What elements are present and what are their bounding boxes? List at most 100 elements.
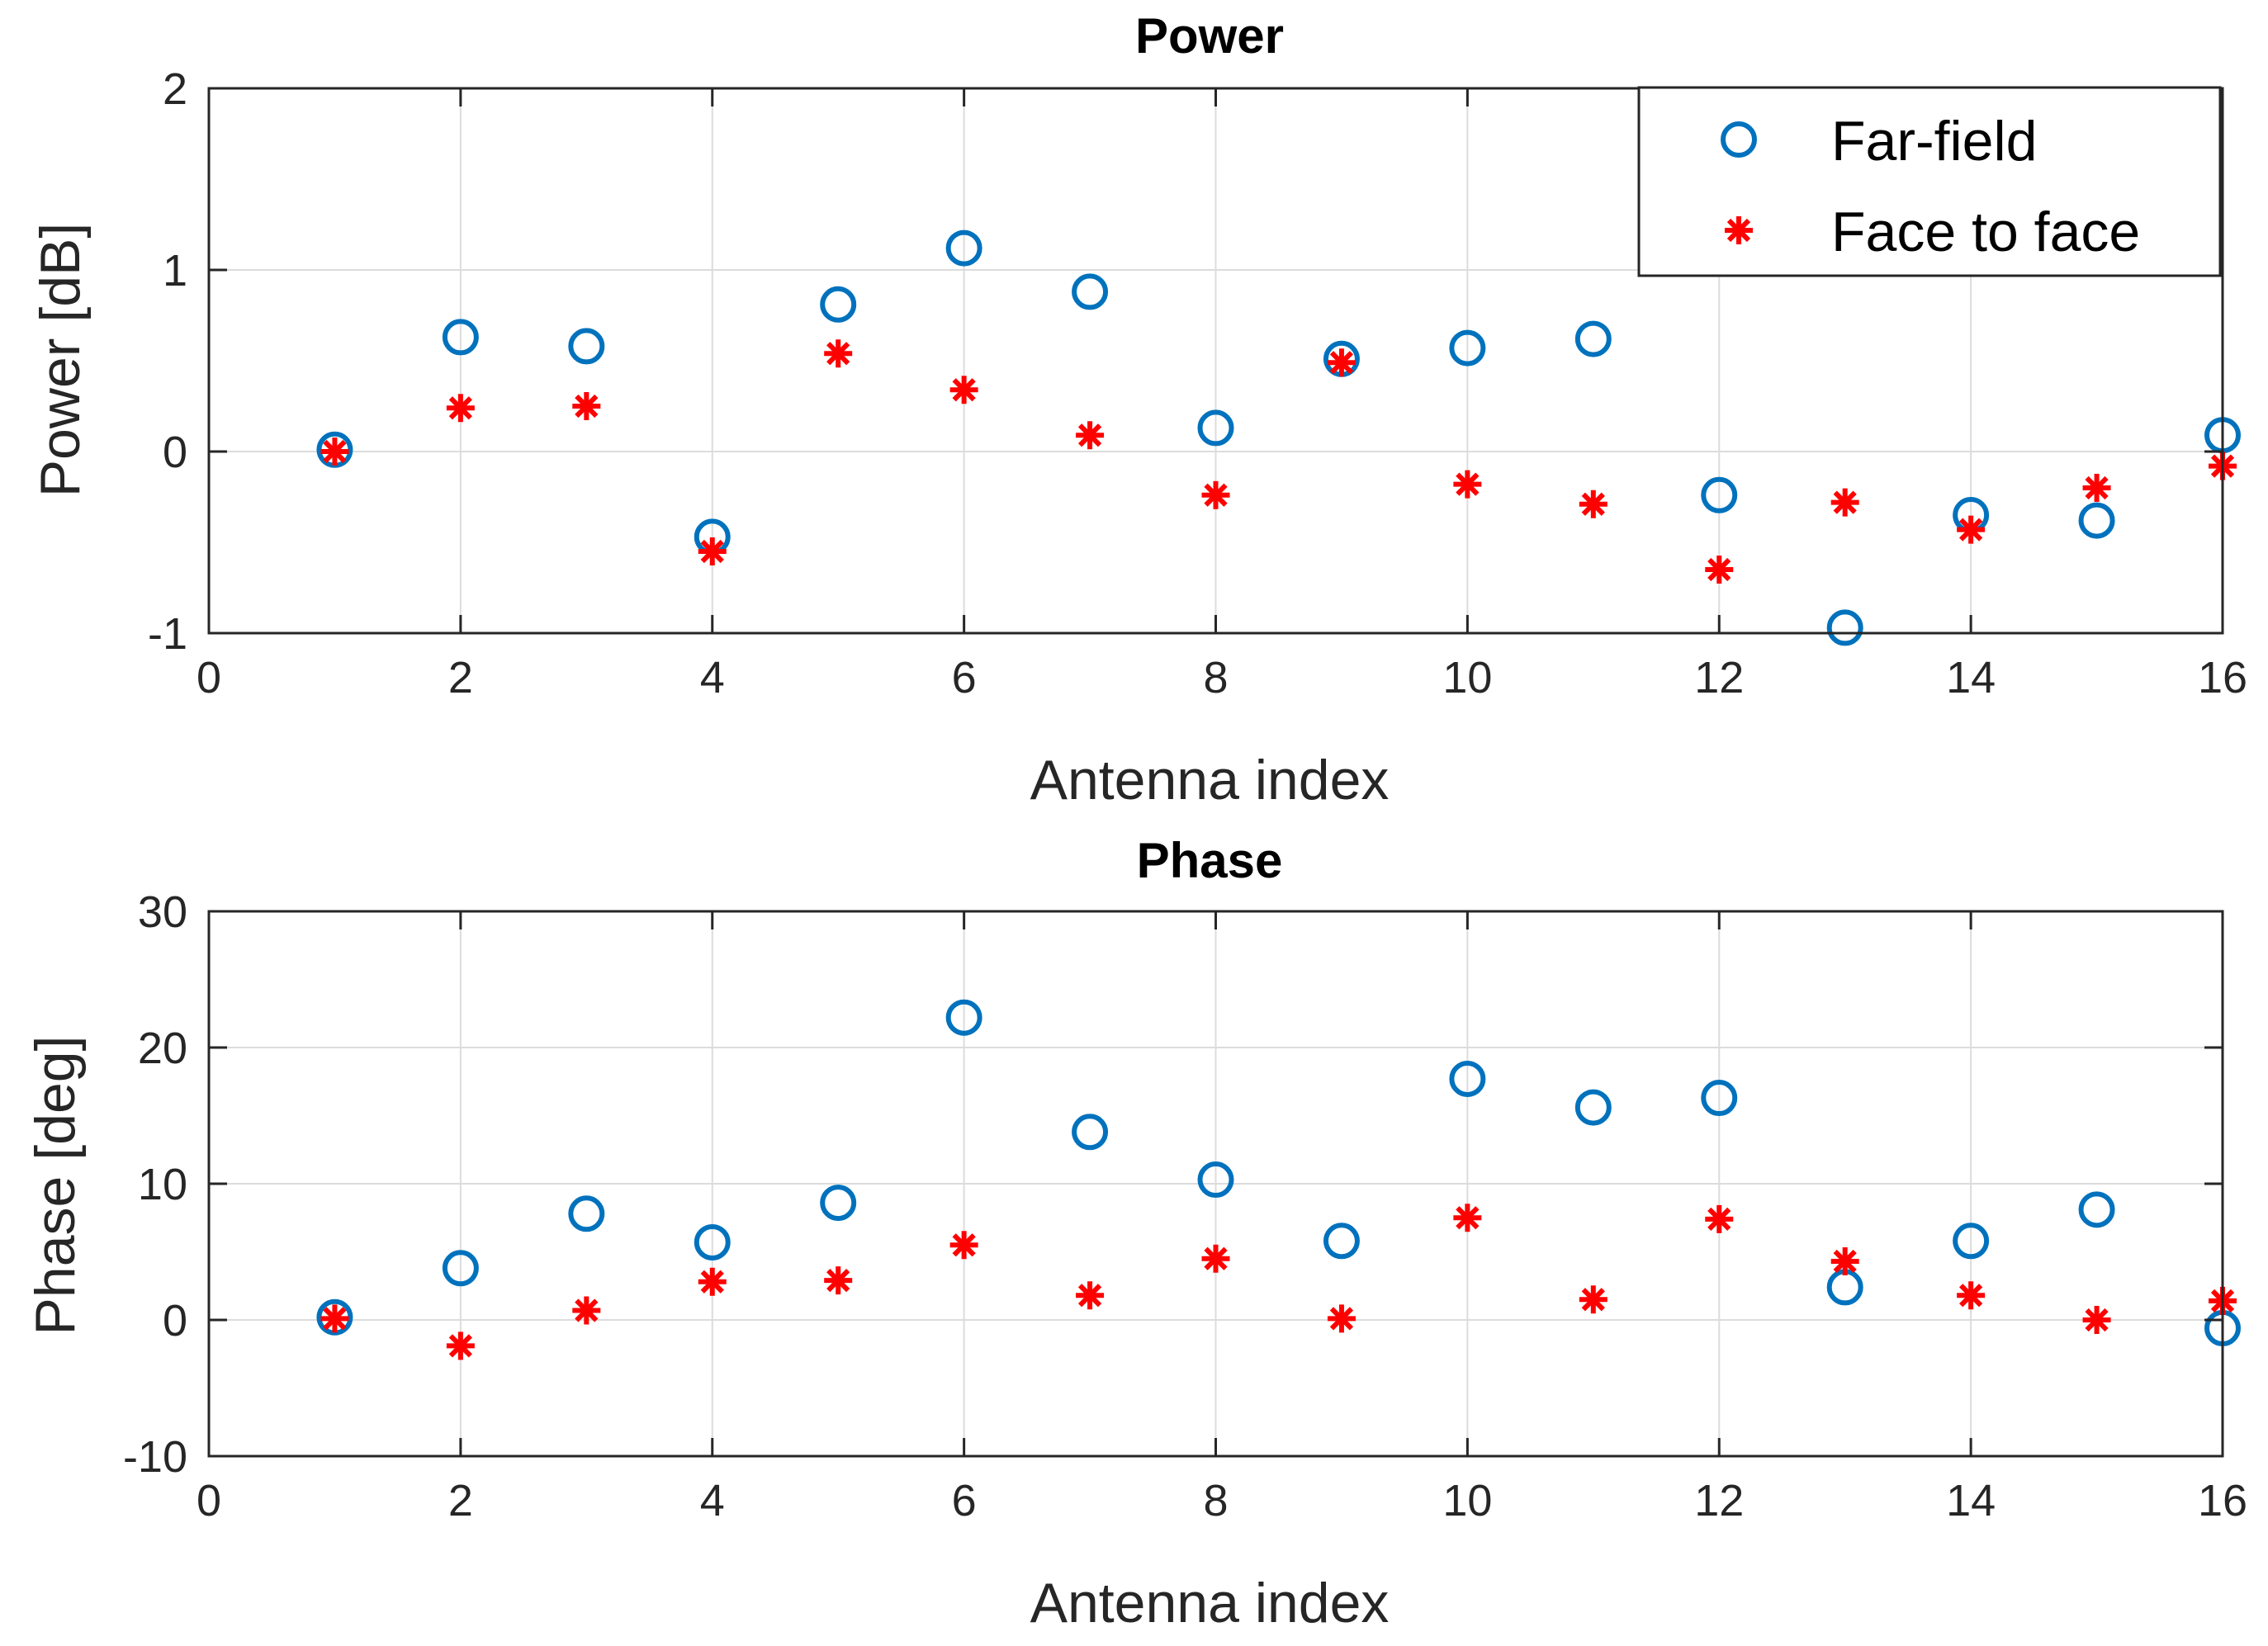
power-title: Power — [1135, 8, 1284, 64]
phase-x-tick-label: 2 — [448, 1476, 473, 1525]
power-face-to-face-point — [1076, 421, 1105, 450]
phase-y-tick-label: 10 — [138, 1160, 187, 1209]
phase-x-tick-label: 16 — [2198, 1476, 2247, 1525]
power-x-tick-label: 12 — [1694, 653, 1744, 702]
phase-face-to-face-point — [1957, 1281, 1986, 1310]
power-far-field-point — [442, 319, 479, 356]
phase-far-field-point — [1323, 1223, 1360, 1260]
power-far-field-point — [1701, 476, 1738, 513]
power-far-field-point — [820, 286, 857, 323]
power-x-tick-label: 0 — [196, 653, 221, 702]
phase-x-tick-label: 6 — [952, 1476, 977, 1525]
phase-y-tick-label: 30 — [138, 887, 187, 937]
phase-face-to-face-point — [320, 1304, 349, 1333]
phase-far-field-point — [1449, 1060, 1486, 1097]
power-face-to-face-point — [1201, 480, 1230, 509]
legend-far-field-label: Far-field — [1831, 110, 2037, 173]
phase-face-to-face-point — [1201, 1244, 1230, 1273]
power-face-to-face-point — [1453, 470, 1482, 499]
phase-title: Phase — [1137, 833, 1283, 888]
power-face-to-face-point — [949, 376, 978, 404]
phase-far-field-point — [1072, 1114, 1109, 1151]
power-face-to-face-point — [320, 438, 349, 466]
power-y-tick-label: 2 — [163, 64, 187, 114]
phase-far-field-point — [1953, 1223, 1990, 1260]
power-y-tick-label: -1 — [148, 609, 187, 659]
power-far-field-point — [2078, 502, 2115, 539]
phase-x-tick-label: 12 — [1694, 1476, 1744, 1525]
phase-far-field-point — [316, 1298, 353, 1336]
phase-face-to-face-point — [1076, 1281, 1105, 1310]
power-data-marks — [316, 229, 2241, 646]
phase-far-field-point — [1574, 1089, 1612, 1126]
legend-box — [1637, 86, 2222, 277]
phase-far-field-point — [442, 1250, 479, 1287]
power-face-to-face-point — [2082, 474, 2111, 502]
phase-y-tick-label: -10 — [123, 1432, 187, 1482]
power-far-field-point — [1072, 273, 1109, 310]
phase-far-field-point — [1197, 1161, 1234, 1199]
phase-x-tick-label: 10 — [1442, 1476, 1492, 1525]
phase-far-field-point — [568, 1195, 605, 1232]
power-x-tick-label: 10 — [1442, 653, 1492, 702]
power-face-to-face-point — [1957, 515, 1986, 544]
phase-x-tick-label: 0 — [196, 1476, 221, 1525]
power-far-field-point — [1449, 329, 1486, 367]
power-x-tick-label: 16 — [2198, 653, 2247, 702]
phase-far-field-point — [694, 1223, 731, 1261]
legend-far-field-marker — [1721, 121, 1757, 158]
phase-x-axis-label: Antenna index — [1030, 1572, 1390, 1634]
phase-data-marks — [316, 999, 2241, 1360]
phase-face-to-face-point — [1579, 1285, 1607, 1314]
power-x-axis-label: Antenna index — [1030, 749, 1390, 811]
phase-face-to-face-point — [1830, 1247, 1859, 1276]
phase-face-to-face-point — [1705, 1204, 1734, 1233]
phase-face-to-face-point — [949, 1231, 978, 1260]
phase-far-field-point — [820, 1185, 857, 1222]
phase-y-tick-label: 0 — [163, 1296, 187, 1346]
phase-face-to-face-point — [824, 1266, 853, 1295]
legend: Far-field Face to face — [1637, 86, 2222, 277]
power-x-tick-label: 14 — [1946, 653, 1996, 702]
phase-x-tick-label: 14 — [1946, 1476, 1996, 1525]
phase-x-tick-label: 4 — [700, 1476, 725, 1525]
power-face-to-face-point — [572, 392, 601, 420]
phase-face-to-face-point — [698, 1267, 727, 1296]
power-x-tick-label: 8 — [1203, 653, 1228, 702]
power-face-to-face-point — [1579, 490, 1607, 518]
power-face-to-face-point — [1705, 556, 1734, 584]
power-x-tick-label: 2 — [448, 653, 473, 702]
phase-grid — [209, 911, 2223, 1456]
phase-far-field-point — [1701, 1080, 1738, 1117]
legend-face-to-face-marker — [1725, 216, 1753, 244]
power-y-tick-label: 0 — [163, 428, 187, 477]
power-face-to-face-point — [698, 537, 727, 565]
phase-x-tick-label: 8 — [1203, 1476, 1228, 1525]
phase-far-field-point — [945, 999, 982, 1036]
power-face-to-face-point — [1327, 348, 1356, 377]
phase-face-to-face-point — [572, 1296, 601, 1325]
power-far-field-point — [1826, 609, 1863, 646]
power-x-tick-label: 6 — [952, 653, 977, 702]
power-x-tick-label: 4 — [700, 653, 725, 702]
power-far-field-point — [1197, 409, 1234, 447]
phase-far-field-point — [2078, 1191, 2115, 1228]
phase-face-to-face-point — [446, 1331, 475, 1360]
power-y-axis-label: Power [dB] — [29, 223, 92, 498]
phase-face-to-face-point — [2082, 1306, 2111, 1334]
phase-face-to-face-point — [1453, 1204, 1482, 1232]
phase-y-tick-label: 20 — [138, 1024, 187, 1073]
phase-y-axis-label: Phase [deg] — [24, 1036, 87, 1336]
power-face-to-face-point — [824, 339, 853, 368]
power-face-to-face-point — [1830, 488, 1859, 517]
phase-face-to-face-point — [1327, 1304, 1356, 1333]
power-y-tick-label: 1 — [163, 246, 187, 296]
power-far-field-point — [568, 328, 605, 365]
power-far-field-point — [945, 229, 982, 267]
power-face-to-face-point — [446, 394, 475, 423]
power-far-field-point — [1574, 320, 1612, 357]
legend-face-to-face-label: Face to face — [1831, 201, 2140, 263]
